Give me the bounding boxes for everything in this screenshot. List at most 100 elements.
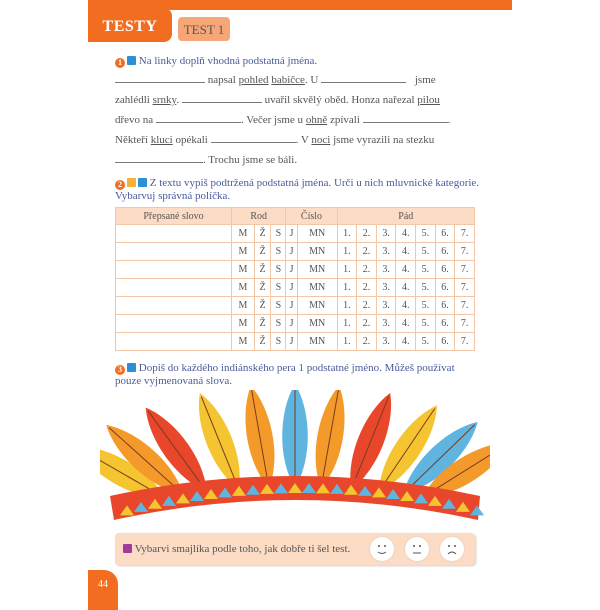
- word-cell[interactable]: [115, 296, 232, 315]
- word-cell[interactable]: [115, 260, 232, 279]
- category-cell[interactable]: 4.: [395, 332, 417, 351]
- category-cell[interactable]: M: [231, 224, 255, 243]
- category-cell[interactable]: S: [270, 242, 287, 261]
- category-cell[interactable]: Ž: [253, 224, 272, 243]
- category-cell[interactable]: 2.: [356, 260, 377, 279]
- category-cell[interactable]: 4.: [395, 278, 417, 297]
- category-cell[interactable]: 4.: [395, 296, 417, 315]
- word-cell[interactable]: [115, 332, 232, 351]
- category-cell[interactable]: 3.: [375, 296, 397, 315]
- blank-line[interactable]: [181, 91, 262, 103]
- word-cell[interactable]: [115, 314, 232, 333]
- category-cell[interactable]: 3.: [375, 332, 397, 351]
- word-cell[interactable]: [115, 278, 232, 297]
- category-cell[interactable]: M: [231, 314, 255, 333]
- category-cell[interactable]: 3.: [375, 260, 397, 279]
- blank-line[interactable]: [115, 151, 203, 163]
- category-cell[interactable]: 3.: [375, 314, 397, 333]
- category-cell[interactable]: Ž: [253, 260, 272, 279]
- category-cell[interactable]: M: [231, 296, 255, 315]
- category-cell[interactable]: MN: [296, 296, 338, 315]
- category-cell[interactable]: 4.: [395, 314, 417, 333]
- category-cell[interactable]: 6.: [434, 278, 456, 297]
- category-cell[interactable]: J: [285, 242, 298, 261]
- category-cell[interactable]: 4.: [395, 242, 417, 261]
- category-cell[interactable]: 7.: [454, 242, 475, 261]
- category-cell[interactable]: 5.: [415, 242, 436, 261]
- category-cell[interactable]: MN: [296, 278, 338, 297]
- category-cell[interactable]: 2.: [356, 278, 377, 297]
- category-cell[interactable]: 5.: [415, 296, 436, 315]
- category-cell[interactable]: 2.: [356, 224, 377, 243]
- category-cell[interactable]: M: [231, 242, 255, 261]
- blank-line[interactable]: [155, 111, 241, 123]
- category-cell[interactable]: 5.: [415, 278, 436, 297]
- category-cell[interactable]: MN: [296, 332, 338, 351]
- category-cell[interactable]: 7.: [454, 296, 475, 315]
- category-cell[interactable]: MN: [296, 314, 338, 333]
- category-cell[interactable]: 1.: [336, 296, 358, 315]
- category-cell[interactable]: 2.: [356, 314, 377, 333]
- category-cell[interactable]: 7.: [454, 314, 475, 333]
- blank-line[interactable]: [362, 111, 448, 123]
- category-cell[interactable]: 1.: [336, 332, 358, 351]
- category-cell[interactable]: Ž: [253, 242, 272, 261]
- category-cell[interactable]: J: [285, 224, 298, 243]
- category-cell[interactable]: S: [270, 332, 287, 351]
- word-cell[interactable]: [115, 224, 232, 243]
- blank-line[interactable]: [115, 71, 205, 83]
- category-cell[interactable]: 6.: [434, 296, 456, 315]
- blank-line[interactable]: [321, 71, 407, 83]
- category-cell[interactable]: S: [270, 278, 287, 297]
- category-cell[interactable]: S: [270, 224, 287, 243]
- category-cell[interactable]: 7.: [454, 278, 475, 297]
- word-cell[interactable]: [115, 242, 232, 261]
- category-cell[interactable]: M: [231, 278, 255, 297]
- category-cell[interactable]: 2.: [356, 242, 377, 261]
- blank-line[interactable]: [210, 131, 296, 143]
- category-cell[interactable]: 5.: [415, 332, 436, 351]
- category-cell[interactable]: 6.: [434, 260, 456, 279]
- category-cell[interactable]: MN: [296, 242, 338, 261]
- category-cell[interactable]: 3.: [375, 278, 397, 297]
- category-cell[interactable]: 4.: [395, 260, 417, 279]
- category-cell[interactable]: S: [270, 260, 287, 279]
- category-cell[interactable]: J: [285, 260, 298, 279]
- category-cell[interactable]: Ž: [253, 332, 272, 351]
- category-cell[interactable]: J: [285, 314, 298, 333]
- category-cell[interactable]: S: [270, 296, 287, 315]
- category-cell[interactable]: 1.: [336, 224, 358, 243]
- category-cell[interactable]: 6.: [434, 314, 456, 333]
- category-cell[interactable]: 1.: [336, 260, 358, 279]
- category-cell[interactable]: M: [231, 260, 255, 279]
- category-cell[interactable]: J: [285, 278, 298, 297]
- category-cell[interactable]: M: [231, 332, 255, 351]
- category-cell[interactable]: 5.: [415, 314, 436, 333]
- category-cell[interactable]: J: [285, 332, 298, 351]
- category-cell[interactable]: 1.: [336, 314, 358, 333]
- category-cell[interactable]: 6.: [434, 332, 456, 351]
- category-cell[interactable]: Ž: [253, 314, 272, 333]
- category-cell[interactable]: 1.: [336, 242, 358, 261]
- category-cell[interactable]: Ž: [253, 278, 272, 297]
- category-cell[interactable]: 7.: [454, 260, 475, 279]
- category-cell[interactable]: 2.: [356, 296, 377, 315]
- category-cell[interactable]: 7.: [454, 332, 475, 351]
- sad-face-icon[interactable]: [440, 537, 464, 561]
- category-cell[interactable]: 1.: [336, 278, 358, 297]
- category-cell[interactable]: Ž: [253, 296, 272, 315]
- category-cell[interactable]: 4.: [395, 224, 417, 243]
- neutral-face-icon[interactable]: [405, 537, 429, 561]
- category-cell[interactable]: 6.: [434, 242, 456, 261]
- category-cell[interactable]: 2.: [356, 332, 377, 351]
- category-cell[interactable]: 5.: [415, 260, 436, 279]
- category-cell[interactable]: MN: [296, 260, 338, 279]
- category-cell[interactable]: 7.: [454, 224, 475, 243]
- category-cell[interactable]: S: [270, 314, 287, 333]
- category-cell[interactable]: 6.: [434, 224, 456, 243]
- category-cell[interactable]: J: [285, 296, 298, 315]
- category-cell[interactable]: 3.: [375, 242, 397, 261]
- happy-face-icon[interactable]: [370, 537, 394, 561]
- category-cell[interactable]: MN: [296, 224, 338, 243]
- category-cell[interactable]: 3.: [375, 224, 397, 243]
